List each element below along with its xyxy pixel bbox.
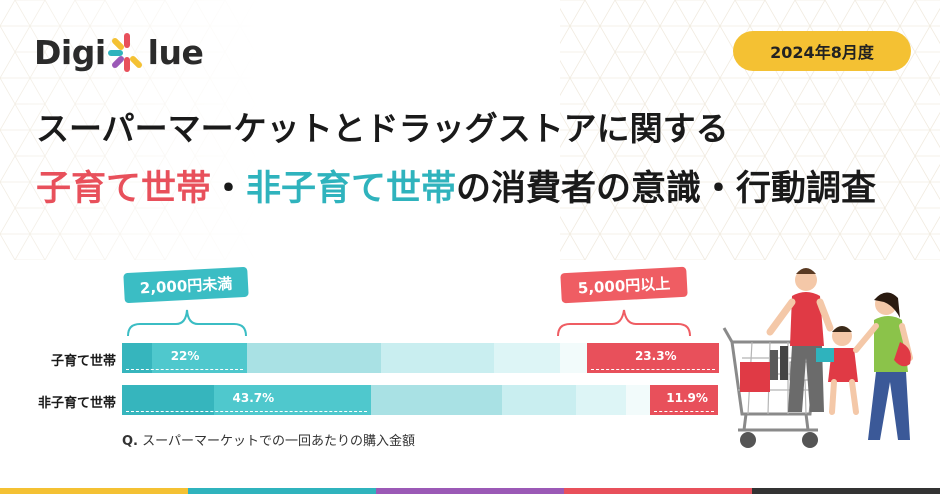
value-label-over-5000: 11.9%: [666, 391, 708, 405]
footer-strip-dark: [752, 488, 940, 494]
bar-segment-1-6: [650, 385, 719, 415]
question-text: スーパーマーケットでの一回あたりの購入金額: [142, 434, 416, 449]
dashed-range-left: [126, 369, 244, 370]
shopping-cart-icon: [722, 327, 820, 448]
value-label-under-2000: 22%: [170, 349, 200, 363]
title-rest: の消費者の意識・行動調査: [456, 169, 877, 209]
bar-segment-1-0: [122, 385, 215, 415]
bar-segment-1-3: [501, 385, 577, 415]
page-title-line1: スーパーマーケットとドラッグストアに関する: [36, 109, 729, 148]
bar-segment-0-6: [586, 343, 720, 373]
brace-right-icon: [557, 309, 691, 337]
bar-segment-1-5: [625, 385, 651, 415]
dashed-range-right: [590, 369, 716, 370]
bar-row-parent: 22% 23.3%: [122, 343, 720, 373]
footer-strip-yellow: [0, 488, 188, 494]
title-nonparent-households: 非子育て世帯: [246, 169, 457, 209]
page-title-line2: 子育て世帯・非子育て世帯の消費者の意識・行動調査: [36, 160, 936, 211]
dashed-range-right: [654, 411, 715, 412]
bar-segment-0-5: [560, 343, 587, 373]
survey-question: Q. スーパーマーケットでの一回あたりの購入金額: [122, 430, 415, 449]
bar-segment-0-2: [247, 343, 382, 373]
value-label-under-2000: 43.7%: [232, 391, 275, 405]
mother-figure-icon: [853, 292, 913, 440]
bar-segment-0-3: [381, 343, 495, 373]
row-label-nonparent: 非子育て世帯: [37, 396, 116, 411]
family-shopping-cart-illustration: [722, 268, 913, 448]
bar-segment-1-1: [214, 385, 372, 415]
bar-row-nonparent: 43.7% 11.9%: [122, 385, 719, 415]
logo-text-right: lue: [147, 32, 204, 72]
logo-c-icon: [107, 33, 142, 72]
bar-segment-0-4: [494, 343, 561, 373]
brand-logo: Digi lue: [34, 30, 204, 74]
title-separator: ・: [211, 169, 247, 209]
father-figure-icon: [766, 268, 834, 412]
bar-segment-0-0: [122, 343, 152, 373]
footer-strip-purple: [376, 488, 564, 494]
logo-text-left: Digi: [34, 32, 106, 72]
bar-segment-1-2: [371, 385, 502, 415]
footer-strip-teal: [188, 488, 376, 494]
title-parent-households: 子育て世帯: [36, 169, 212, 209]
value-label-over-5000: 23.3%: [634, 349, 677, 363]
bar-segment-1-4: [576, 385, 626, 415]
question-prefix: Q.: [122, 434, 138, 449]
child-figure-icon: [816, 326, 859, 415]
dashed-range-left: [126, 411, 368, 412]
footer-strip-red: [564, 488, 752, 494]
bar-segment-0-1: [151, 343, 248, 373]
date-badge: 2024年8月度: [733, 31, 911, 71]
row-label-parent: 子育て世帯: [50, 354, 116, 369]
brace-left-icon: [127, 309, 247, 337]
